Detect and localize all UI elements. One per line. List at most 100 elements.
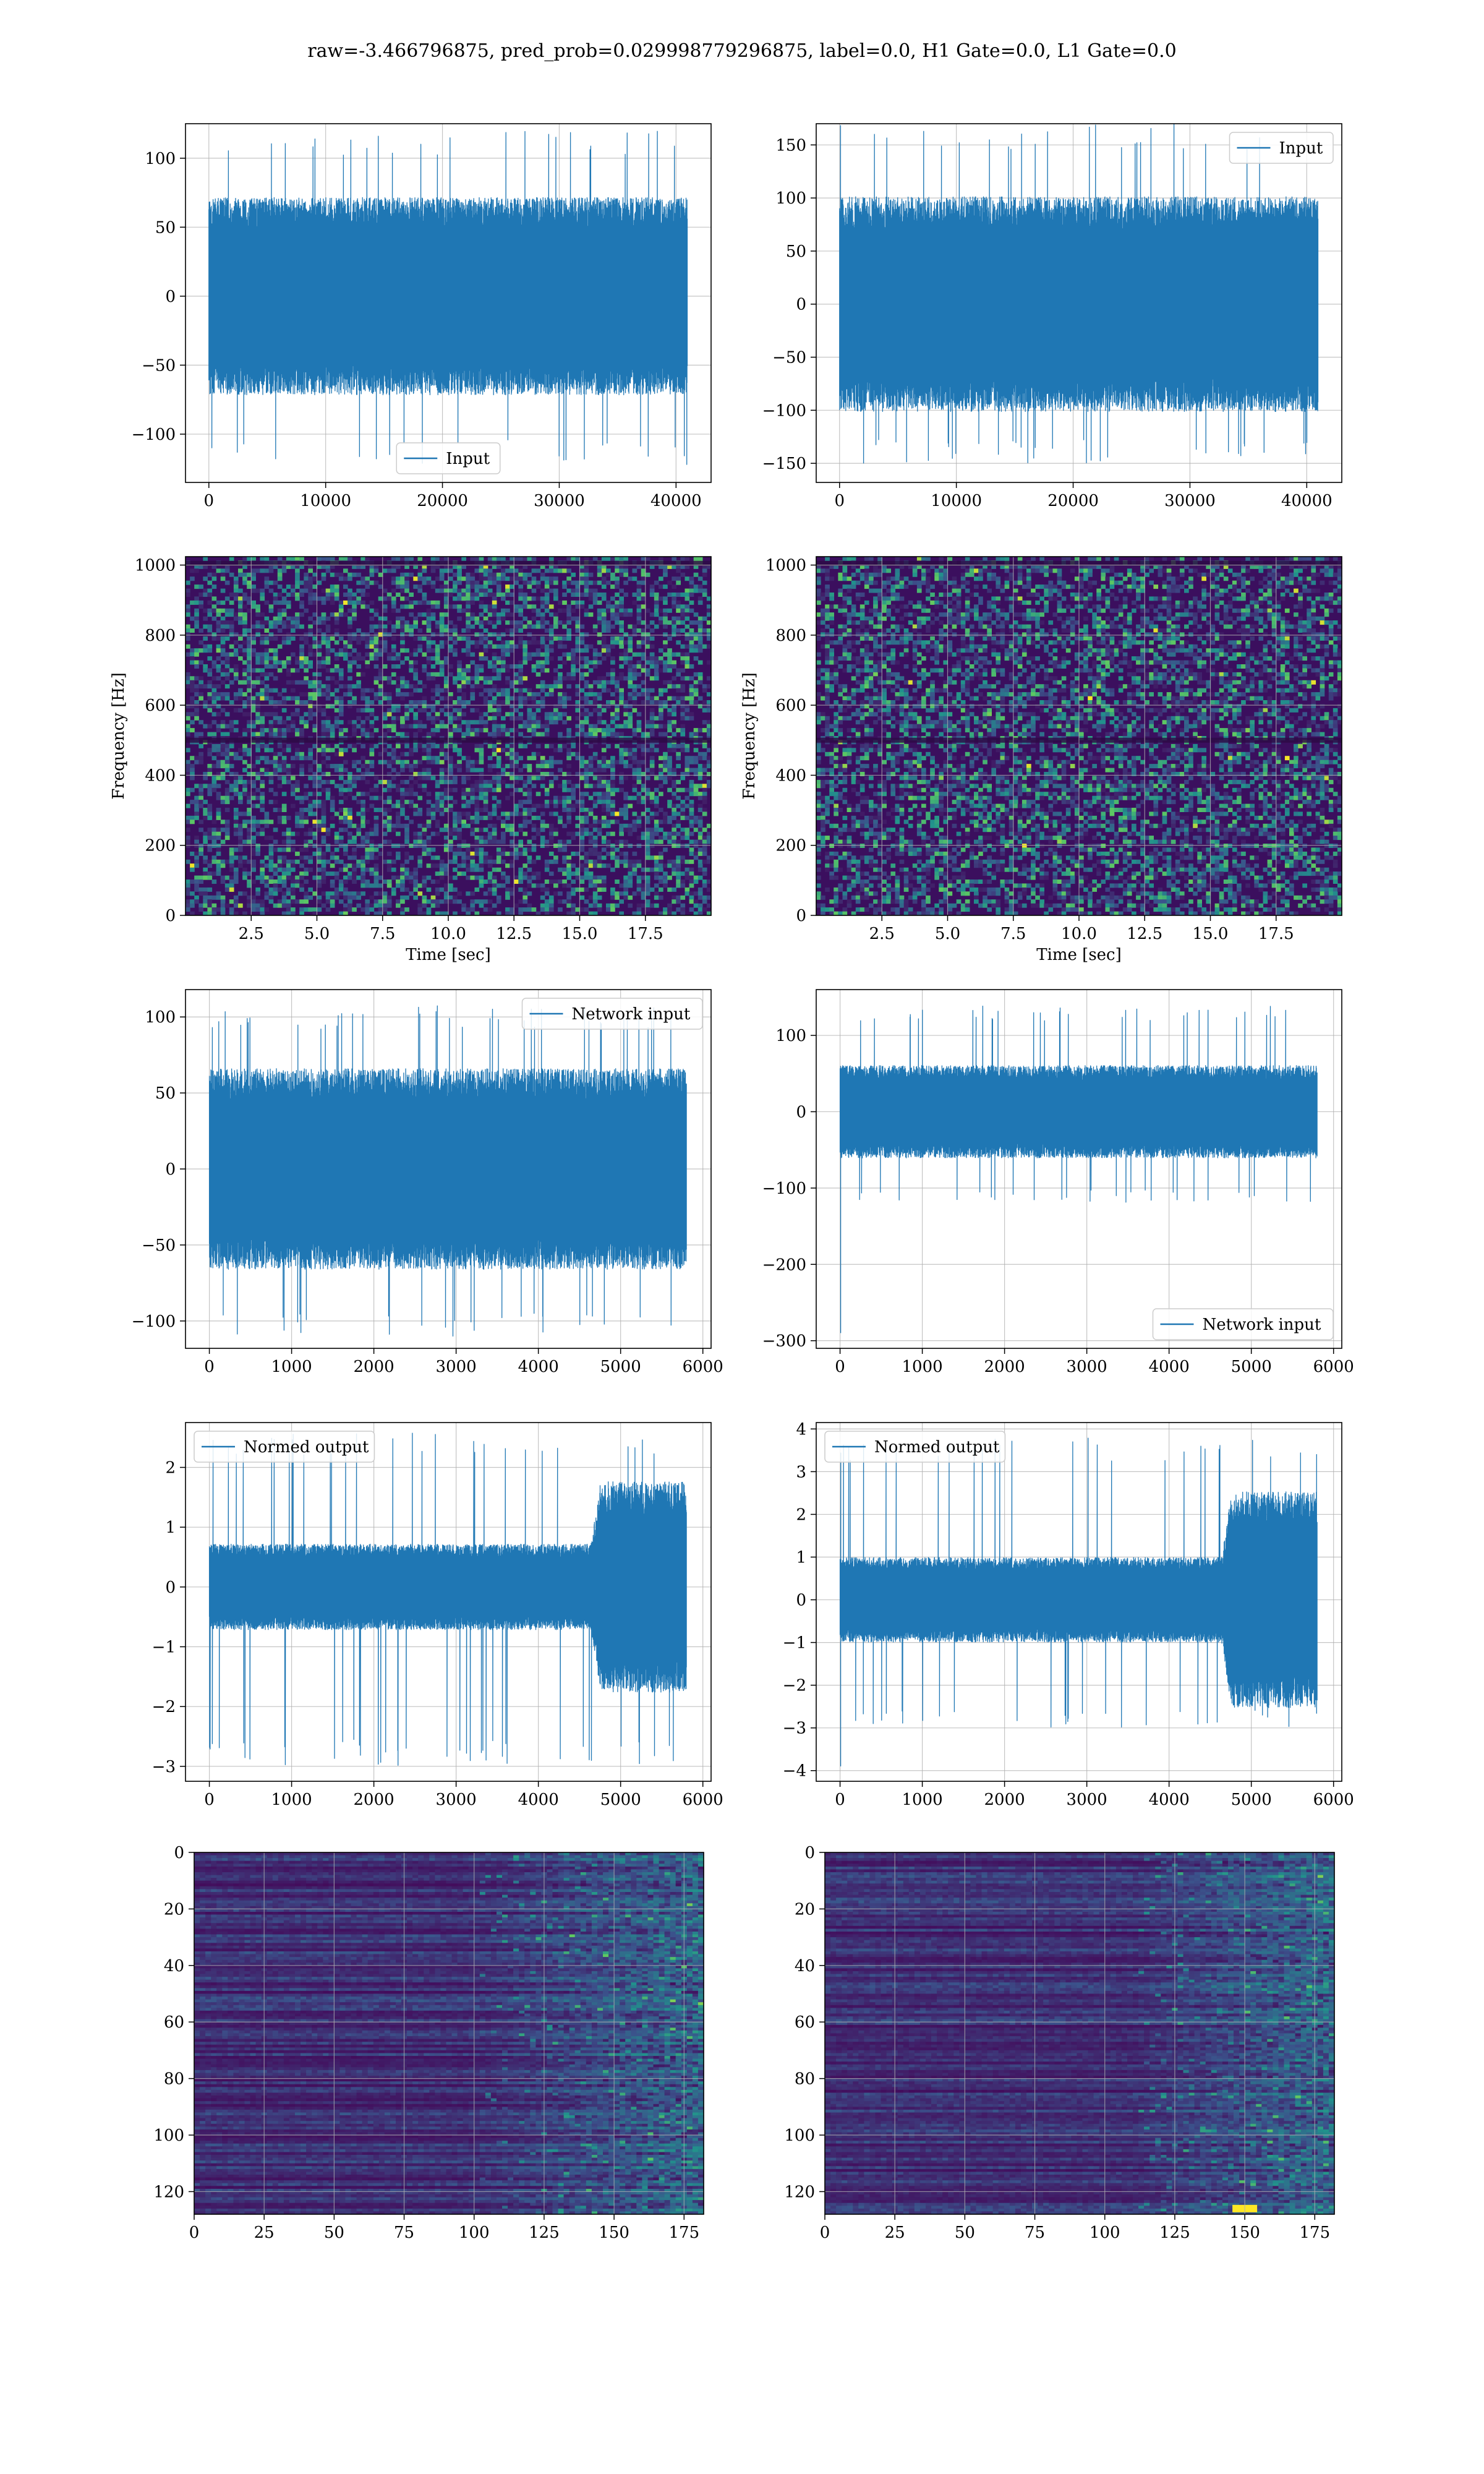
x-tick-label: 100 bbox=[459, 2224, 490, 2242]
x-tick-label: 1000 bbox=[271, 1358, 312, 1376]
y-tick-label: −2 bbox=[152, 1698, 176, 1716]
panel-spectrogram-l1: 2.5 5.0 7.5 10.0 12.5 15.0 17.5 0 200 400 600 800 10… bbox=[740, 556, 1342, 964]
y-tick-label: 0 bbox=[165, 1160, 176, 1179]
y-tick-label: 0 bbox=[165, 1578, 176, 1597]
x-tick-label: 75 bbox=[394, 2224, 414, 2242]
x-tick-label: 15.0 bbox=[562, 925, 598, 943]
x-tick-label: 0 bbox=[820, 2224, 830, 2242]
x-tick-label: 20000 bbox=[1047, 492, 1099, 510]
y-tick-label: 40 bbox=[795, 1957, 815, 1975]
y-tick-label: −100 bbox=[132, 1312, 176, 1331]
y-tick-label: 100 bbox=[784, 2126, 815, 2145]
x-tick-label: 12.5 bbox=[496, 925, 532, 943]
y-tick-label: −4 bbox=[783, 1762, 806, 1781]
x-tick-label: 7.5 bbox=[370, 925, 395, 943]
y-tick-label: −1 bbox=[783, 1634, 806, 1653]
y-tick-label: 1 bbox=[165, 1518, 176, 1537]
x-tick-label: 2.5 bbox=[869, 925, 895, 943]
legend-label: Network input bbox=[572, 1005, 691, 1024]
y-tick-label: 50 bbox=[155, 1084, 176, 1103]
y-tick-label: 800 bbox=[145, 627, 176, 645]
spectrogram-image bbox=[186, 557, 712, 916]
y-tick-label: 100 bbox=[775, 1027, 806, 1045]
series-line bbox=[208, 131, 688, 465]
x-tick-label: 175 bbox=[1299, 2224, 1330, 2242]
x-tick-label: 10000 bbox=[300, 492, 351, 510]
legend-label: Input bbox=[1279, 139, 1323, 158]
y-tick-label: 0 bbox=[796, 296, 806, 314]
x-axis-label: Time [sec] bbox=[406, 946, 491, 964]
y-axis-label: Frequency [Hz] bbox=[109, 672, 128, 800]
x-tick-label: 15.0 bbox=[1193, 925, 1229, 943]
x-tick-label: 5000 bbox=[600, 1358, 641, 1376]
y-tick-label: 40 bbox=[164, 1957, 184, 1975]
x-tick-label: 3000 bbox=[436, 1358, 477, 1376]
feature-map-image bbox=[825, 1852, 1335, 2215]
x-tick-label: 2.5 bbox=[239, 925, 264, 943]
x-tick-label: 17.5 bbox=[1258, 925, 1294, 943]
axes-frame bbox=[185, 1422, 712, 1782]
x-tick-label: 150 bbox=[1229, 2224, 1260, 2242]
axes-frame bbox=[824, 1852, 1335, 2215]
y-tick-label: −50 bbox=[772, 349, 806, 367]
y-tick-label: 1000 bbox=[135, 557, 176, 575]
y-tick-label: 20 bbox=[164, 1900, 184, 1919]
x-tick-label: 5.0 bbox=[935, 925, 960, 943]
panel-input-h1: Input 0 10000 20000 30000 40000 −100 −50 0 50 100 bbox=[132, 123, 712, 510]
series-line bbox=[839, 1437, 1318, 1766]
grid-lines bbox=[824, 1852, 1334, 2214]
x-tick-label: 25 bbox=[885, 2224, 905, 2242]
x-tick-label: 4000 bbox=[518, 1358, 559, 1376]
legend: Network input bbox=[521, 998, 703, 1030]
y-tick-label: 200 bbox=[775, 837, 806, 855]
y-tick-label: 80 bbox=[164, 2070, 184, 2089]
y-tick-label: 60 bbox=[795, 2013, 815, 2032]
y-tick-label: 60 bbox=[164, 2013, 184, 2032]
y-tick-label: 2 bbox=[796, 1505, 806, 1524]
x-tick-label: 0 bbox=[835, 1791, 845, 1809]
panel-input-l1: Input 0 10000 20000 30000 40000 −150 −100 −50 0 50… bbox=[762, 123, 1342, 510]
x-tick-label: 0 bbox=[189, 2224, 200, 2242]
y-tick-label: 100 bbox=[145, 1008, 176, 1027]
legend: Normed output bbox=[194, 1431, 375, 1463]
y-tick-label: 3 bbox=[796, 1463, 806, 1481]
x-tick-label: 0 bbox=[204, 1791, 215, 1809]
y-axis-label: Frequency [Hz] bbox=[740, 672, 759, 800]
x-tick-label: 0 bbox=[204, 492, 215, 510]
panel-feature-map-l1: 0 25 50 75 100 125 150 175 0 20 40 60 80 100 120 bbox=[784, 1844, 1335, 2242]
y-tick-label: −2 bbox=[783, 1677, 806, 1695]
x-tick-label: 10.0 bbox=[430, 925, 466, 943]
x-tick-label: 6000 bbox=[683, 1358, 723, 1376]
y-tick-label: 120 bbox=[153, 2183, 184, 2201]
suptitle: raw=-3.466796875, pred_prob=0.0299987792… bbox=[307, 40, 1176, 62]
axes-frame bbox=[816, 989, 1342, 1349]
x-tick-label: 25 bbox=[254, 2224, 275, 2242]
y-tick-label: −100 bbox=[132, 426, 176, 444]
panel-feature-map-h1: 0 25 50 75 100 125 150 175 0 20 40 60 80 100 120 bbox=[153, 1844, 704, 2242]
x-tick-label: 40000 bbox=[1281, 492, 1333, 510]
y-tick-label: −3 bbox=[152, 1758, 176, 1776]
y-tick-label: −1 bbox=[152, 1638, 176, 1657]
y-tick-label: 50 bbox=[155, 218, 176, 237]
x-tick-label: 0 bbox=[835, 1358, 845, 1376]
y-tick-label: 0 bbox=[796, 1103, 806, 1121]
x-tick-label: 17.5 bbox=[628, 925, 663, 943]
x-tick-label: 1000 bbox=[902, 1358, 943, 1376]
panel-normed-output-h1: Normed output 0 1000 2000 3000 4000 5000 6000 −3… bbox=[152, 1422, 723, 1809]
x-tick-label: 4000 bbox=[518, 1791, 559, 1809]
y-tick-label: 4 bbox=[796, 1420, 806, 1439]
y-tick-label: 0 bbox=[796, 1591, 806, 1610]
x-axis-label: Time [sec] bbox=[1036, 946, 1122, 964]
legend-label: Input bbox=[446, 450, 490, 468]
axes-frame bbox=[816, 123, 1342, 483]
x-tick-label: 100 bbox=[1090, 2224, 1120, 2242]
panel-normed-output-l1: Normed output 0 1000 2000 3000 4000 5000 6000 −4… bbox=[783, 1420, 1354, 1809]
x-tick-label: 6000 bbox=[683, 1791, 723, 1809]
y-tick-label: −200 bbox=[762, 1256, 806, 1274]
x-tick-label: 2000 bbox=[354, 1791, 394, 1809]
y-tick-label: 600 bbox=[775, 696, 806, 715]
y-tick-label: 0 bbox=[796, 907, 806, 925]
y-tick-label: −100 bbox=[762, 401, 806, 420]
x-tick-label: 7.5 bbox=[1000, 925, 1026, 943]
